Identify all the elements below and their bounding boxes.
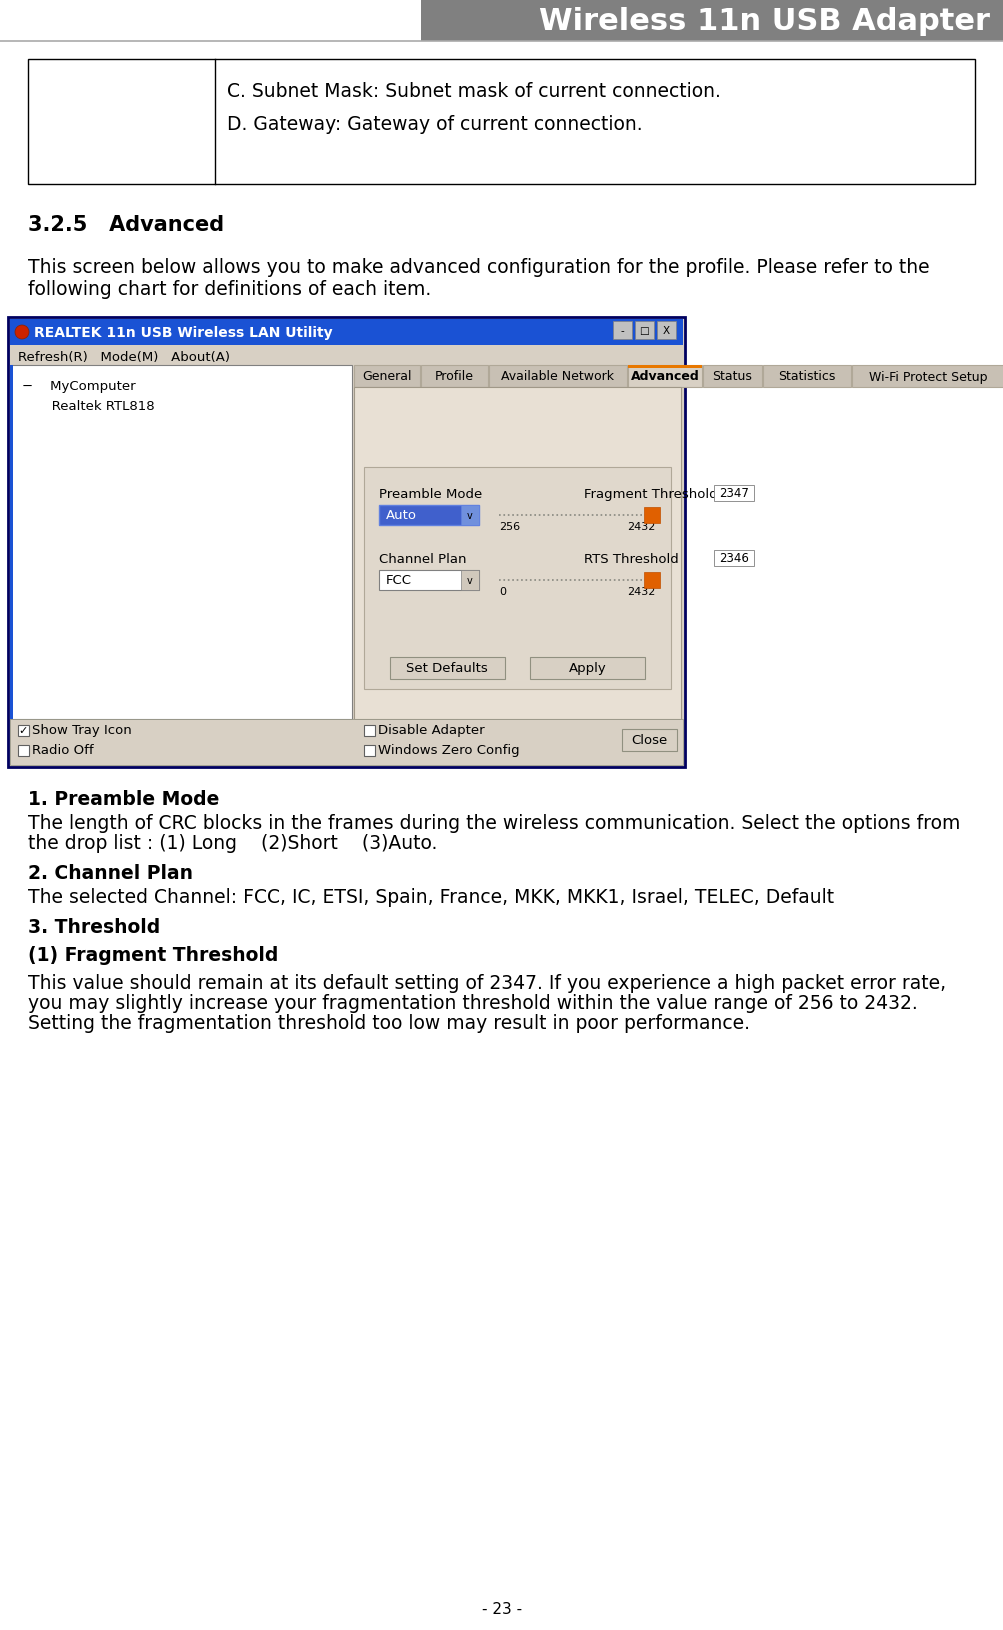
Text: □: □	[639, 326, 648, 336]
Text: Windows Zero Config: Windows Zero Config	[377, 743, 520, 756]
Text: following chart for definitions of each item.: following chart for definitions of each …	[28, 280, 431, 298]
Bar	[8, 318, 684, 768]
Text: ✓: ✓	[18, 725, 28, 735]
Text: Disable Adapter: Disable Adapter	[377, 724, 484, 737]
Text: 0: 0	[498, 587, 506, 597]
Text: 1. Preamble Mode: 1. Preamble Mode	[28, 789, 220, 808]
Text: v: v	[466, 510, 472, 520]
Text: Close: Close	[631, 734, 667, 747]
Text: -: -	[620, 326, 623, 336]
Text: Wi-Fi Protect Setup: Wi-Fi Protect Setup	[869, 370, 987, 383]
Text: RTS Threshold: RTS Threshold	[584, 553, 678, 566]
Text: 2432: 2432	[627, 522, 655, 531]
Text: −    MyComputer: − MyComputer	[22, 380, 135, 393]
Bar	[713, 486, 753, 502]
Bar	[364, 468, 670, 689]
Bar	[634, 321, 653, 339]
Bar	[10, 319, 682, 346]
Text: FCC: FCC	[385, 574, 411, 587]
Text: Radio Off: Radio Off	[32, 743, 93, 756]
Bar	[364, 745, 375, 756]
Text: Refresh(R)   Mode(M)   About(A): Refresh(R) Mode(M) About(A)	[18, 350, 230, 363]
Text: REALTEK 11n USB Wireless LAN Utility: REALTEK 11n USB Wireless LAN Utility	[34, 326, 332, 339]
Bar	[10, 347, 682, 365]
Text: This value should remain at its default setting of 2347. If you experience a hig: This value should remain at its default …	[28, 973, 945, 993]
Text: Wireless 11n USB Adapter: Wireless 11n USB Adapter	[539, 7, 989, 36]
Text: - 23 -: - 23 -	[481, 1602, 522, 1617]
Text: Show Tray Icon: Show Tray Icon	[32, 724, 131, 737]
Text: Statistics: Statistics	[777, 370, 834, 383]
Bar	[0, 0, 420, 42]
Text: Fragment Threshold: Fragment Threshold	[584, 487, 717, 500]
Text: (1) Fragment Threshold: (1) Fragment Threshold	[28, 945, 278, 965]
Text: you may slightly increase your fragmentation threshold within the value range of: you may slightly increase your fragmenta…	[28, 993, 917, 1012]
Bar	[628, 365, 701, 368]
Bar	[622, 730, 676, 751]
Text: 2. Channel Plan: 2. Channel Plan	[28, 864, 193, 882]
Bar	[628, 365, 701, 388]
Bar	[10, 719, 682, 766]
Text: Available Network: Available Network	[502, 370, 614, 383]
Bar	[613, 321, 631, 339]
Bar	[460, 505, 478, 526]
Bar	[389, 657, 505, 680]
Bar	[530, 657, 645, 680]
Text: 2346: 2346	[718, 553, 748, 566]
Text: 3.2.5   Advanced: 3.2.5 Advanced	[28, 215, 224, 235]
Bar	[643, 572, 659, 588]
Text: 3. Threshold: 3. Threshold	[28, 918, 160, 936]
Bar	[18, 745, 29, 756]
Bar	[713, 551, 753, 567]
Text: Preamble Mode: Preamble Mode	[378, 487, 481, 500]
Bar	[643, 507, 659, 523]
Text: Advanced: Advanced	[630, 370, 699, 383]
Text: This screen below allows you to make advanced configuration for the profile. Ple: This screen below allows you to make adv…	[28, 258, 929, 277]
Text: Apply: Apply	[569, 662, 606, 675]
Text: C. Subnet Mask: Subnet mask of current connection.: C. Subnet Mask: Subnet mask of current c…	[227, 82, 720, 101]
Bar	[378, 505, 478, 526]
Text: 2347: 2347	[718, 487, 748, 500]
Text: Set Defaults: Set Defaults	[406, 662, 487, 675]
Text: Setting the fragmentation threshold too low may result in poor performance.: Setting the fragmentation threshold too …	[28, 1014, 749, 1032]
Bar	[460, 570, 478, 590]
Bar	[10, 365, 352, 719]
Circle shape	[15, 326, 29, 339]
Bar	[656, 321, 675, 339]
Bar	[852, 365, 1003, 388]
Text: v: v	[466, 575, 472, 585]
Text: Auto: Auto	[385, 509, 416, 522]
Bar	[28, 60, 974, 184]
Text: X: X	[662, 326, 669, 336]
Bar	[421, 365, 487, 388]
Bar	[420, 0, 1003, 42]
Bar	[18, 725, 29, 737]
Bar	[702, 365, 761, 388]
Text: Status: Status	[712, 370, 751, 383]
Bar	[10, 365, 13, 719]
Text: Realtek RTL818: Realtek RTL818	[22, 399, 154, 412]
Text: The selected Channel: FCC, IC, ETSI, Spain, France, MKK, MKK1, Israel, TELEC, De: The selected Channel: FCC, IC, ETSI, Spa…	[28, 887, 833, 906]
Text: Channel Plan: Channel Plan	[378, 553, 466, 566]
Bar	[488, 365, 627, 388]
Bar	[762, 365, 851, 388]
Bar	[354, 365, 420, 388]
Bar	[378, 570, 478, 590]
Text: Profile: Profile	[434, 370, 473, 383]
Bar	[364, 725, 375, 737]
Text: 256: 256	[498, 522, 520, 531]
Text: 2432: 2432	[627, 587, 655, 597]
Bar	[354, 388, 680, 719]
Text: The length of CRC blocks in the frames during the wireless communication. Select: The length of CRC blocks in the frames d…	[28, 813, 960, 833]
Text: D. Gateway: Gateway of current connection.: D. Gateway: Gateway of current connectio…	[227, 116, 642, 134]
Text: General: General	[362, 370, 411, 383]
Text: the drop list : (1) Long    (2)Short    (3)Auto.: the drop list : (1) Long (2)Short (3)Aut…	[28, 833, 437, 852]
